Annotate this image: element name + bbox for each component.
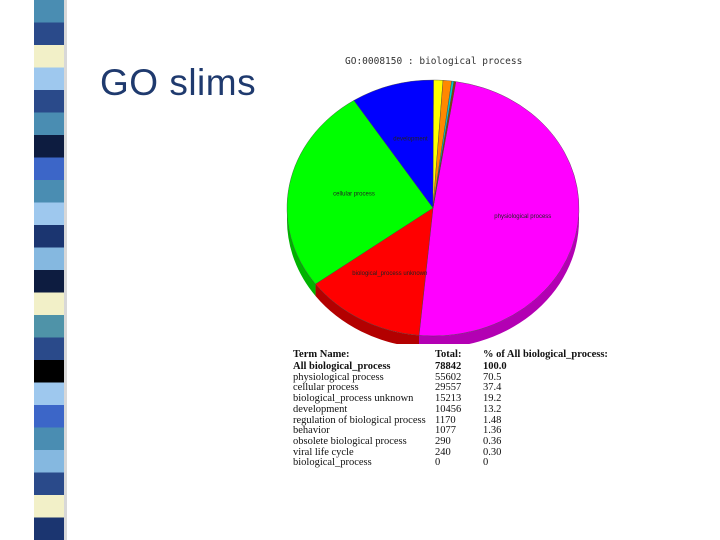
cell-term-name: cellular process [293,382,359,394]
cell-total: 1077 [435,425,456,437]
cell-total: 290 [435,435,451,447]
stripe-square [34,90,64,113]
cell-total: 0 [435,457,441,469]
stripe-square [34,270,64,293]
cell-total: 78842 [435,361,462,372]
cell-percent: 37.4 [483,382,502,394]
cell-percent: 0.36 [483,435,502,447]
pie-chart-title: GO:0008150 : biological process [345,56,523,67]
stripe-square [34,180,64,203]
table-row: behavior 1077 1.36 [293,426,614,437]
stripe-square [34,67,64,90]
decorative-stripe-bar [34,0,67,540]
header-percent: % of All biological_process: [483,349,608,360]
pie-chart: physiological process biological_process … [286,79,580,344]
stripe-square [34,202,64,225]
stripe-square [34,247,64,270]
cell-percent: 0 [483,457,489,469]
cell-term-name: All biological_process [293,361,391,372]
stripe-square [34,0,64,23]
stripe-square [34,405,64,428]
cell-percent: 0.30 [483,446,502,458]
table-row: All biological_process 78842 100.0 [293,361,614,373]
table-row: regulation of biological process 1170 1.48 [293,414,614,427]
term-table-panel: Term Name: Total: % of All biological_pr… [287,345,680,513]
stripe-edge [64,0,67,540]
stripe-square [34,382,64,405]
cell-total: 15213 [435,393,462,405]
cell-total: 29557 [435,382,462,394]
cell-percent: 70.5 [483,371,502,383]
cell-term-name: biological_process unknown [293,393,414,405]
cell-percent: 13.2 [483,403,502,415]
pie-slice [432,81,457,209]
stripe-square [34,495,64,518]
term-table: Term Name: Total: % of All biological_pr… [293,349,614,469]
stripe-square [34,112,64,135]
cell-total: 240 [435,446,451,458]
cell-term-name: biological_process [293,457,372,469]
pie-slice-side [315,284,420,344]
table-header-row: Term Name: Total: % of All biological_pr… [293,349,614,362]
table-row: biological_process 0 0 [293,458,614,469]
pie-chart-panel: physiological process biological_process … [285,48,595,344]
cell-total: 1170 [435,414,456,426]
stripe-square [34,472,64,495]
stripe-square [34,135,64,158]
table-row: biological_process unknown 15213 19.2 [293,393,614,405]
header-term-name: Term Name: [293,349,350,360]
pie-slice-label: cellular process [333,191,375,197]
stripe-square [34,45,64,68]
table-row: cellular process 29557 37.4 [293,383,614,394]
stripe-square [34,427,64,450]
stripe-square [34,337,64,360]
cell-term-name: physiological process [293,371,384,383]
pie-slice-label: biological_process unknown [352,271,427,277]
pie-slice [286,100,434,285]
pie-slice-label: development [393,136,428,142]
stripe-square [34,450,64,473]
cell-term-name: development [293,403,348,415]
stripe-square [34,360,64,383]
stripe-square [34,22,64,45]
cell-percent: 100.0 [483,361,507,372]
header-total: Total: [435,349,462,360]
cell-term-name: behavior [293,425,330,437]
cell-term-name: obsolete biological process [293,435,407,447]
pie-slice-side [287,208,316,297]
cell-percent: 1.36 [483,425,502,437]
table-body: All biological_process 78842 100.0 physiolo… [293,361,614,469]
cell-term-name: regulation of biological process [293,414,426,426]
pie-slice [418,81,580,337]
cell-total: 55602 [435,371,462,383]
stripe-square [34,517,64,540]
cell-percent: 19.2 [483,393,502,405]
table-row: development 10456 13.2 [293,403,614,416]
pie-slice [315,207,434,336]
stripe-square [34,225,64,248]
stripe-square [34,157,64,180]
pie-slice [353,79,434,209]
table-row: physiological process 55602 70.5 [293,371,614,384]
cell-total: 10456 [435,403,462,415]
slide-title: GO slims [100,62,257,103]
pie-slice-label: physiological process [494,214,551,220]
cell-term-name: viral life cycle [293,446,354,458]
table-row: viral life cycle 240 0.30 [293,446,614,459]
cell-percent: 1.48 [483,414,502,426]
stripe-square [34,315,64,338]
table-row: obsolete biological process 290 0.36 [293,435,614,448]
stripe-square [34,292,64,315]
